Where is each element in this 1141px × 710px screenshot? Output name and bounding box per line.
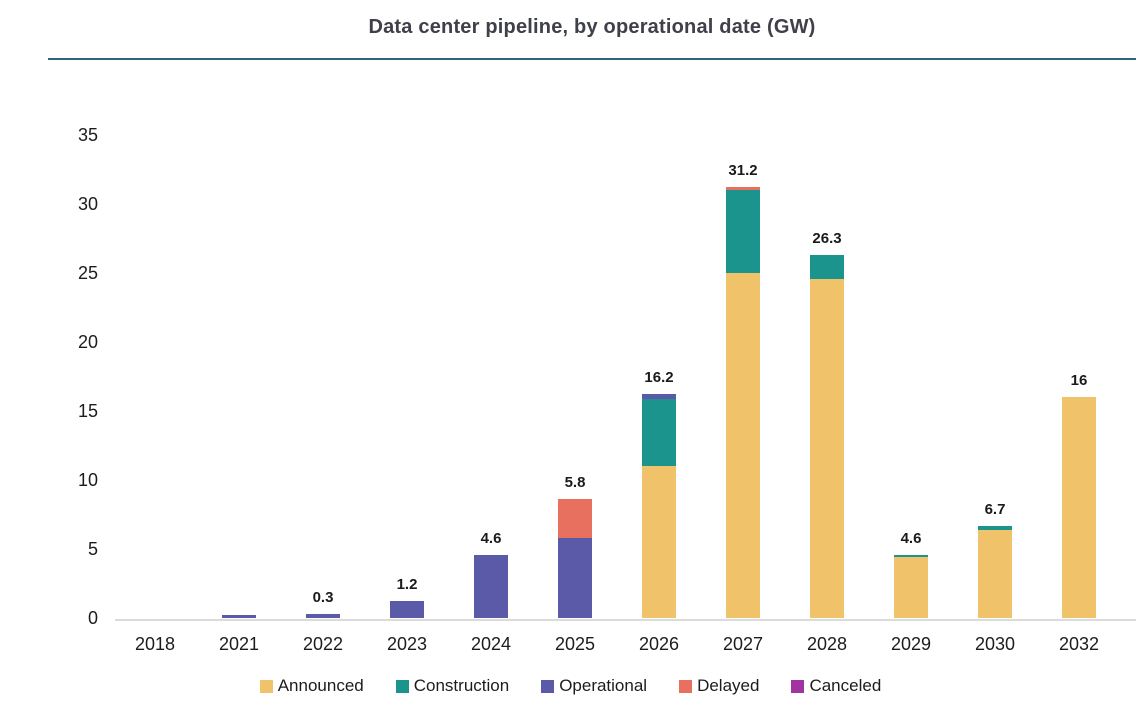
legend-swatch-delayed xyxy=(679,679,693,693)
bar-2028 xyxy=(810,255,844,618)
x-axis-line xyxy=(115,619,1136,621)
bar-segment-construction xyxy=(642,398,676,467)
y-tick-label: 5 xyxy=(87,539,98,559)
bar-2022 xyxy=(306,613,340,618)
legend-swatch-construction xyxy=(395,679,409,693)
bar-total-label: 6.7 xyxy=(984,500,1006,518)
bar-segment-operational xyxy=(558,537,592,618)
bar-2024 xyxy=(474,554,508,618)
legend-item-operational: Operational xyxy=(541,676,647,696)
x-tick-label: 2032 xyxy=(1058,634,1100,654)
bar-2027 xyxy=(726,187,760,618)
bar-total-label: 31.2 xyxy=(728,162,758,180)
bar-2026 xyxy=(642,394,676,618)
x-tick-label: 2029 xyxy=(890,634,932,654)
y-tick-label: 15 xyxy=(77,401,98,421)
legend-label: Canceled xyxy=(809,676,882,695)
legend-item-announced: Announced xyxy=(259,676,364,696)
bar-segment-construction xyxy=(810,255,844,279)
bar-2032 xyxy=(1062,397,1096,618)
chart-legend: Announced Construction Operational Delayed C… xyxy=(0,676,1141,696)
bar-total-label: 0.3 xyxy=(312,588,334,606)
bar-segment-announced xyxy=(978,529,1012,618)
bar-2030 xyxy=(978,525,1012,618)
y-tick-label: 35 xyxy=(77,125,98,145)
bar-segment-operational xyxy=(642,394,676,399)
bar-2025 xyxy=(558,499,592,618)
legend-item-delayed: Delayed xyxy=(679,676,759,696)
bar-segment-announced xyxy=(642,466,676,618)
legend-label: Delayed xyxy=(697,676,760,695)
bar-segment-delayed xyxy=(558,499,592,538)
bar-segment-operational xyxy=(474,554,508,618)
y-tick-label: 30 xyxy=(77,194,98,214)
bar-total-label: 16.2 xyxy=(644,369,674,387)
bar-2023 xyxy=(390,601,424,618)
chart-title: Data center pipeline, by operational dat… xyxy=(368,16,816,38)
bar-segment-operational xyxy=(390,601,424,618)
bar-total-label: 4.6 xyxy=(900,529,922,547)
bar-total-label: 16 xyxy=(1070,372,1088,390)
y-tick-label: 25 xyxy=(77,263,98,283)
legend-item-canceled: Canceled xyxy=(791,676,881,696)
legend-label: Operational xyxy=(559,676,648,695)
bar-2029 xyxy=(894,554,928,618)
x-tick-label: 2022 xyxy=(302,634,344,654)
bar-total-label: 1.2 xyxy=(396,576,418,594)
x-tick-label: 2021 xyxy=(218,634,260,654)
x-tick-label: 2028 xyxy=(806,634,848,654)
title-underline xyxy=(48,58,1136,60)
x-tick-label: 2025 xyxy=(554,634,596,654)
bar-segment-announced xyxy=(810,278,844,618)
x-tick-label: 2030 xyxy=(974,634,1016,654)
x-tick-label: 2027 xyxy=(722,634,764,654)
legend-item-construction: Construction xyxy=(395,676,510,696)
bar-segment-announced xyxy=(726,272,760,618)
x-tick-label: 2023 xyxy=(386,634,428,654)
y-tick-label: 20 xyxy=(77,332,98,352)
bar-total-label: 5.8 xyxy=(564,474,586,492)
y-tick-label: 0 xyxy=(87,608,98,628)
bar-segment-delayed xyxy=(726,187,760,191)
bar-2021 xyxy=(222,615,256,618)
bar-segment-construction xyxy=(726,190,760,273)
x-tick-label: 2026 xyxy=(638,634,680,654)
bar-segment-construction xyxy=(894,554,928,558)
bar-segment-announced xyxy=(1062,397,1096,618)
bar-segment-announced xyxy=(894,557,928,618)
x-tick-label: 2024 xyxy=(470,634,512,654)
bar-segment-construction xyxy=(978,525,1012,530)
y-tick-label: 10 xyxy=(77,470,98,490)
bar-total-label: 4.6 xyxy=(480,529,502,547)
bar-total-label: 26.3 xyxy=(812,230,842,248)
x-tick-label: 2018 xyxy=(134,634,176,654)
legend-label: Announced xyxy=(277,676,364,695)
bar-segment-operational xyxy=(222,615,256,618)
bar-segment-operational xyxy=(306,613,340,618)
legend-swatch-operational xyxy=(541,679,555,693)
legend-swatch-canceled xyxy=(791,679,805,693)
legend-swatch-announced xyxy=(259,679,273,693)
legend-label: Construction xyxy=(413,676,510,695)
